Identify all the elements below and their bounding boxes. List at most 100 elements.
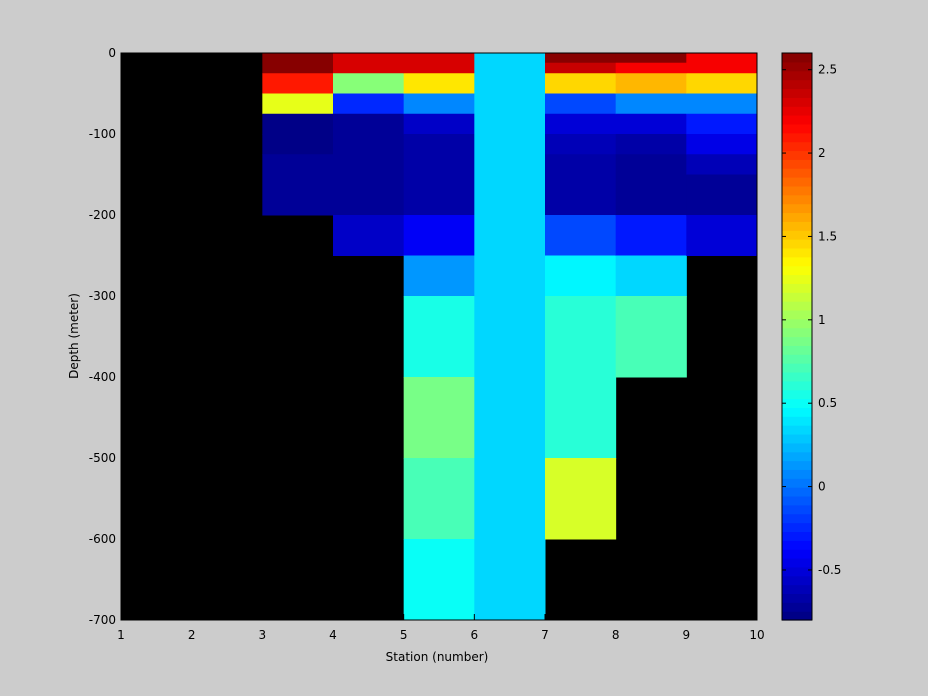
- colorbar-band: [782, 495, 812, 506]
- heatmap-cell: [333, 73, 405, 94]
- colorbar-band: [782, 398, 812, 408]
- heatmap-cell: [615, 73, 687, 94]
- colorbar-band: [782, 159, 812, 169]
- heatmap-cell: [333, 113, 405, 216]
- heatmap-cell: [262, 134, 334, 155]
- heatmap-cell: [545, 134, 617, 155]
- colorbar-band: [782, 557, 812, 568]
- heatmap-cell: [615, 113, 687, 135]
- y-tick-label: -700: [89, 613, 116, 627]
- heatmap-cell: [615, 296, 687, 378]
- y-tick-label: -600: [89, 532, 116, 546]
- colorbar-tick-label: 2.5: [818, 63, 837, 77]
- colorbar-band: [782, 247, 812, 258]
- colorbar-band: [782, 230, 812, 240]
- y-tick-label: -200: [89, 208, 116, 222]
- heatmap-cell: [403, 377, 475, 459]
- colorbar-band: [782, 292, 812, 302]
- x-tick-label: 1: [117, 628, 125, 642]
- colorbar-band: [782, 522, 812, 533]
- heatmap-cell: [615, 215, 687, 256]
- heatmap-cell: [333, 93, 405, 115]
- colorbar-band: [782, 53, 812, 63]
- plot-frame: [120, 52, 758, 621]
- colorbar-band: [782, 611, 812, 621]
- colorbar-band: [782, 123, 812, 134]
- heatmap-cell: [403, 255, 475, 297]
- heatmap-cell: [686, 73, 758, 94]
- colorbar-band: [782, 194, 812, 205]
- colorbar-band: [782, 301, 812, 311]
- colorbar-band: [782, 425, 812, 435]
- heatmap-cell: [686, 93, 758, 115]
- heatmap-cell: [403, 539, 475, 621]
- heatmap-cell: [403, 296, 475, 378]
- colorbar-band: [782, 584, 812, 595]
- heatmap-cell: [545, 62, 617, 74]
- colorbar-band: [782, 460, 812, 470]
- y-tick-label: -500: [89, 451, 116, 465]
- heatmap-cell: [686, 154, 758, 175]
- colorbar-band: [782, 407, 812, 417]
- x-tick-label: 10: [749, 628, 764, 642]
- heatmap-cell: [262, 73, 334, 94]
- colorbar-band: [782, 61, 812, 72]
- heatmap-cell: [615, 62, 687, 74]
- heatmap-cell: [545, 53, 617, 64]
- heatmap-cell: [403, 154, 475, 216]
- colorbar-band: [782, 416, 812, 426]
- heatmap-cell: [403, 134, 475, 155]
- colorbar-band: [782, 115, 812, 125]
- x-tick-label: 5: [400, 628, 408, 642]
- colorbar-band: [782, 513, 812, 524]
- heatmap-cell: [686, 53, 758, 74]
- heatmap-cell: [545, 113, 617, 135]
- colorbar-band: [782, 478, 812, 488]
- y-tick-label: 0: [108, 46, 116, 60]
- colorbar-band: [782, 540, 812, 550]
- colorbar-tick-label: 0: [818, 480, 826, 494]
- colorbar-band: [782, 212, 812, 222]
- y-tick-label: -300: [89, 289, 116, 303]
- heatmap-cell: [545, 255, 617, 297]
- heatmap-cell: [545, 296, 617, 459]
- colorbar-band: [782, 168, 812, 178]
- colorbar-band: [782, 97, 812, 107]
- colorbar-tick-label: 1: [818, 313, 826, 327]
- colorbar-band: [782, 531, 812, 541]
- colorbar-band: [782, 345, 812, 355]
- colorbar-band: [782, 265, 812, 276]
- heatmap-cell: [262, 154, 334, 216]
- colorbar-band: [782, 88, 812, 98]
- heatmap-cell: [262, 93, 334, 115]
- colorbar-band: [782, 336, 812, 346]
- colorbar-band: [782, 132, 812, 143]
- heatmap-cell: [403, 215, 475, 256]
- colorbar: 2.5 2 1.5 1 0.5 0 -0.5: [781, 52, 841, 621]
- colorbar-band: [782, 442, 812, 453]
- heatmap-cell: [403, 113, 475, 135]
- x-tick-label: 6: [471, 628, 479, 642]
- colorbar-band: [782, 256, 812, 267]
- colorbar-band: [782, 150, 812, 160]
- colorbar-tick-label: 2: [818, 146, 826, 160]
- heatmap-cell: [686, 134, 758, 155]
- x-tick-label: 2: [188, 628, 196, 642]
- colorbar-band: [782, 380, 812, 391]
- heatmap-cell: [545, 458, 617, 540]
- colorbar-band: [782, 363, 812, 373]
- heatmap-cell: [615, 255, 687, 297]
- colorbar-band: [782, 203, 812, 214]
- colorbar-band: [782, 487, 812, 497]
- colorbar-band: [782, 318, 812, 329]
- colorbar-band: [782, 177, 812, 187]
- heatmap-cell: [403, 458, 475, 540]
- colorbar-band: [782, 106, 812, 116]
- colorbar-band: [782, 504, 812, 515]
- colorbar-band: [782, 221, 812, 231]
- heatmap-cell: [545, 215, 617, 256]
- heatmap-cell: [262, 53, 334, 74]
- y-axis-label: Depth (meter): [67, 293, 81, 379]
- heatmap-cell: [545, 154, 617, 216]
